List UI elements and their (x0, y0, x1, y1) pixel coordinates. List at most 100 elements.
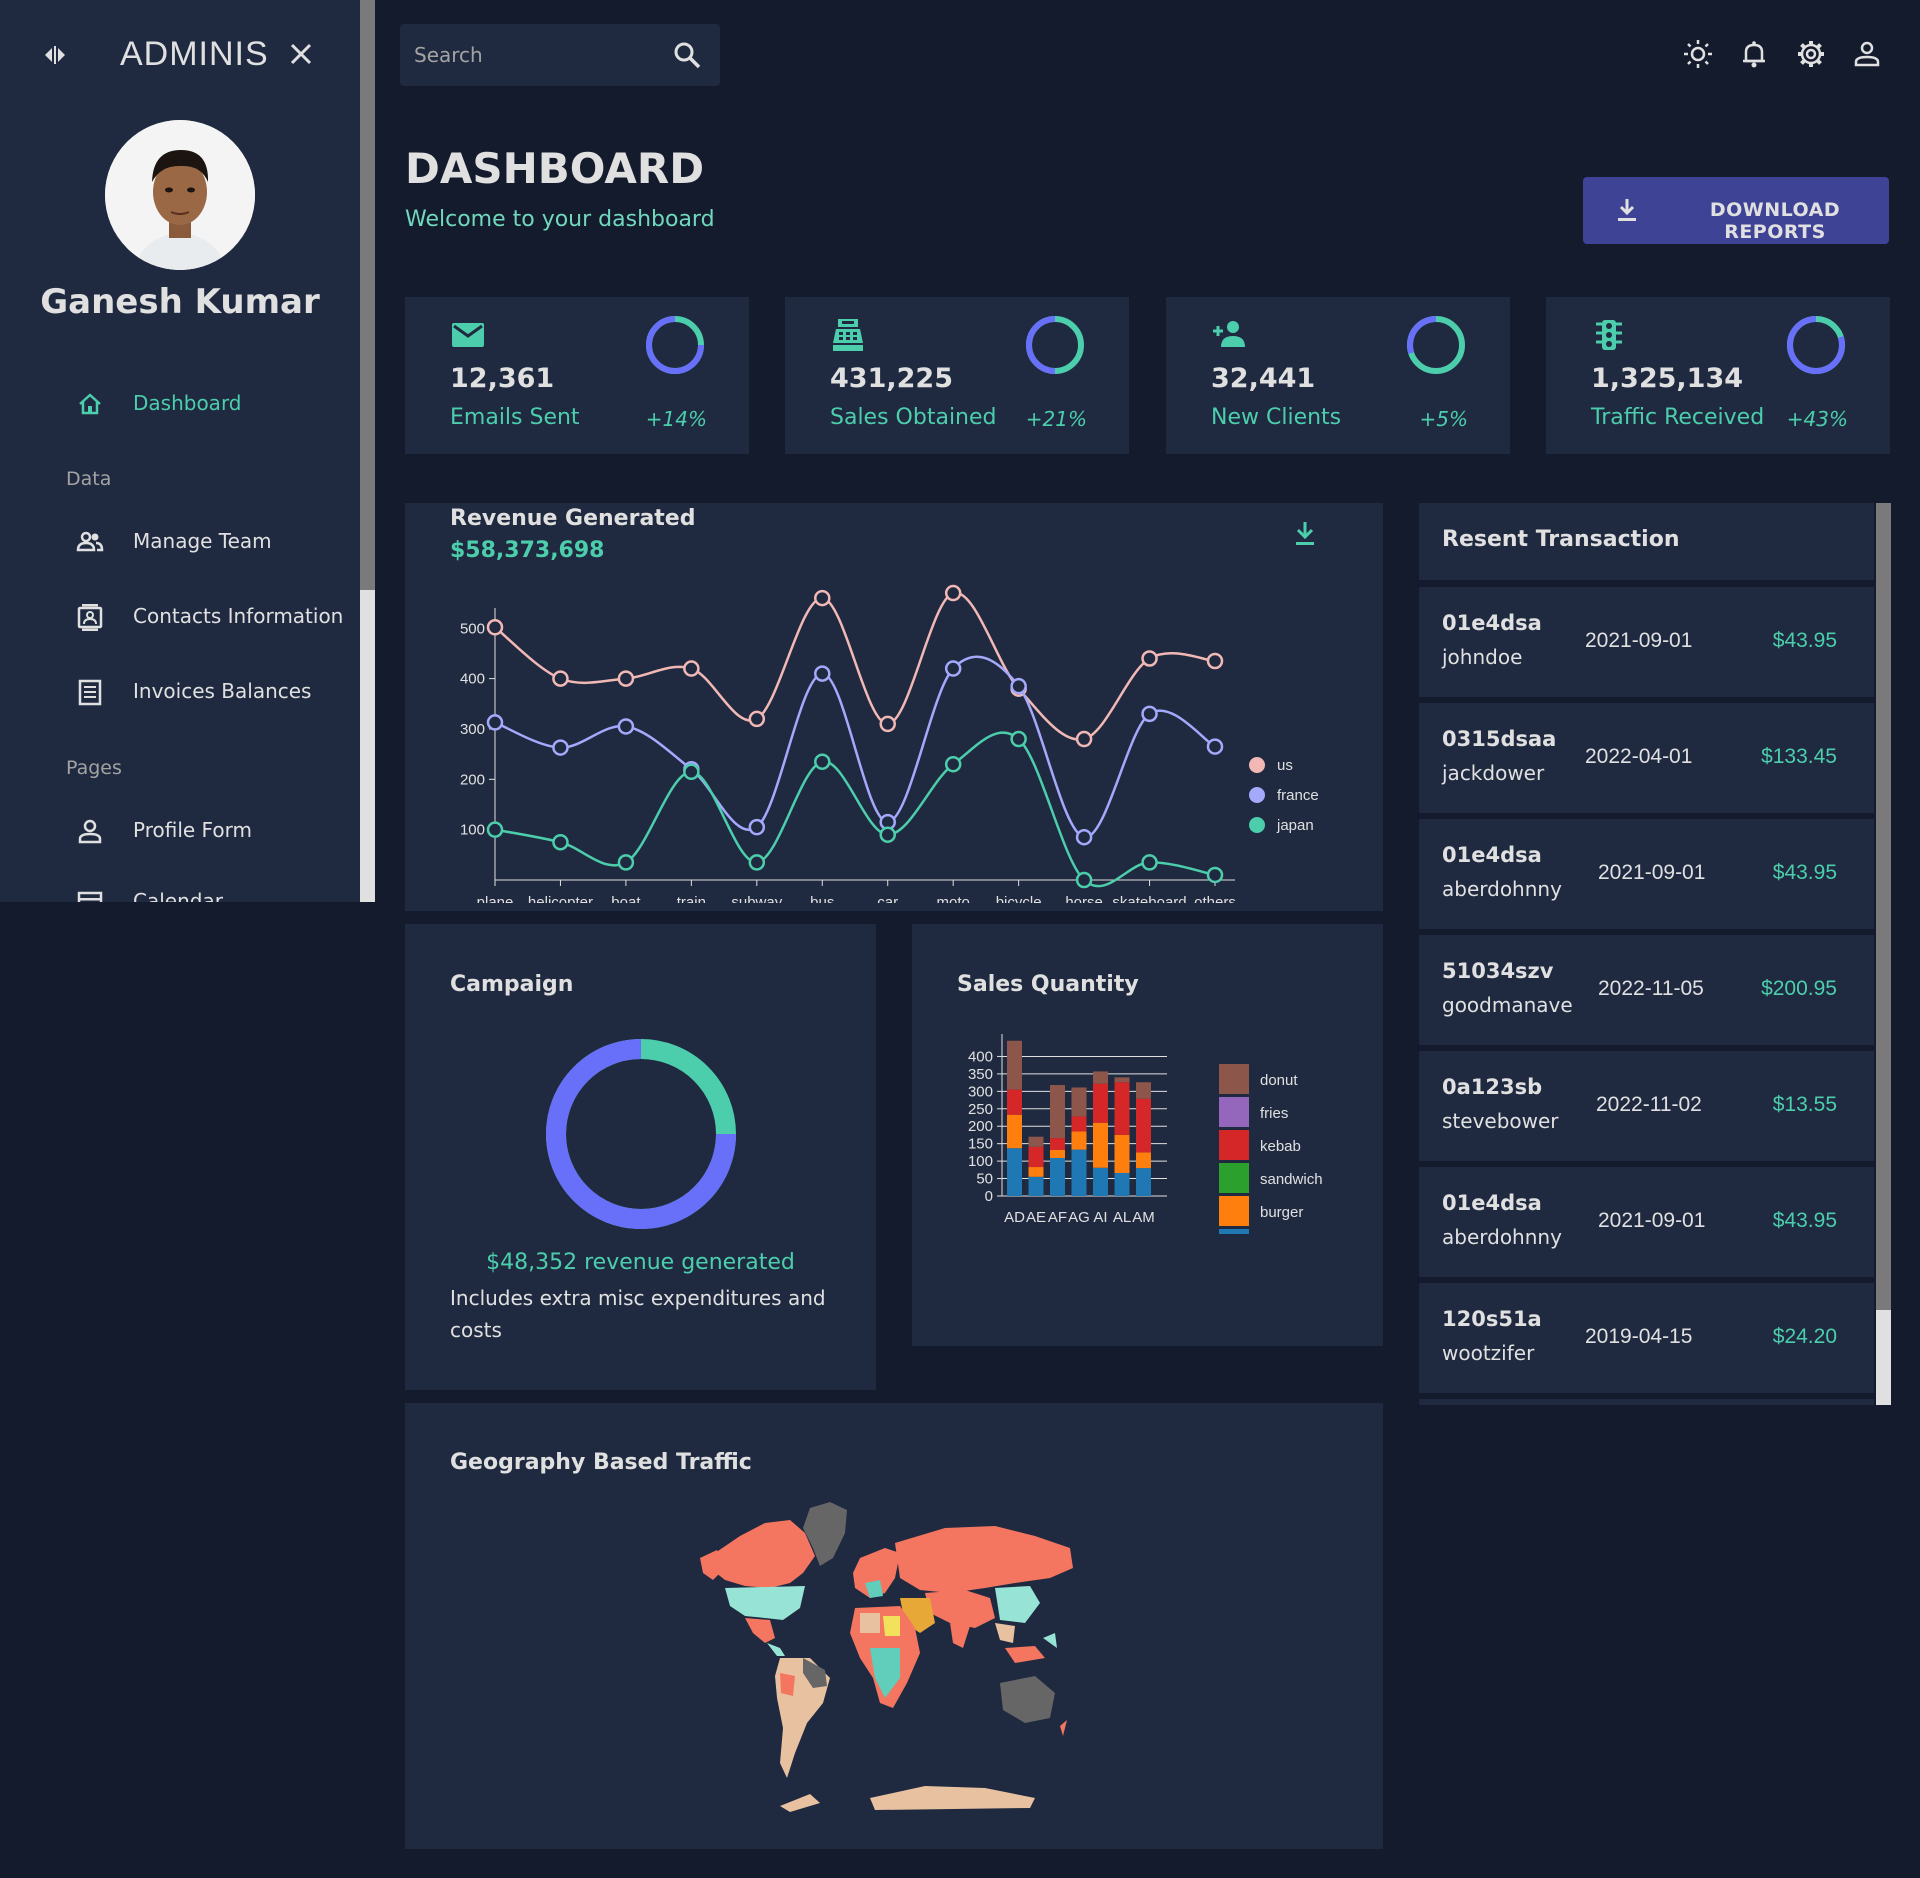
data-point-france (1010, 677, 1027, 695)
transaction-cost: $43.95 (1772, 629, 1837, 652)
data-point-us (552, 670, 569, 687)
data-point-japan (1141, 854, 1158, 871)
data-point-france (1206, 738, 1224, 755)
bar-segment-hot-dog (1028, 1176, 1044, 1196)
transaction-row[interactable]: 0a123sb stevebower 2022-11-02 $13.55 (1419, 1051, 1874, 1161)
legend-label: sandwich (1260, 1171, 1323, 1188)
sales-quantity-title: Sales Quantity (957, 972, 1139, 997)
bar-segment-hot-dog (1136, 1168, 1151, 1196)
sidebar-collapse-icon[interactable] (40, 40, 70, 70)
transactions-scrollbar[interactable] (1876, 503, 1891, 1405)
data-point-us (683, 660, 700, 677)
x-tick-label: moto (937, 894, 970, 903)
search-input[interactable] (414, 38, 654, 72)
sidebar-item-manage-team[interactable]: Manage Team (0, 516, 360, 566)
data-point-france (1075, 828, 1093, 846)
email-icon (452, 323, 484, 347)
data-point-japan (617, 854, 635, 871)
transactions-scrollbar-thumb[interactable] (1876, 503, 1891, 1310)
sidebar-item-dashboard[interactable]: Dashboard (0, 378, 360, 428)
transaction-cost: $43.95 (1772, 1209, 1837, 1232)
x-tick-label: boat (611, 894, 641, 903)
transactions-title: Resent Transaction (1442, 527, 1680, 552)
user-name: Ganesh Kumar (40, 282, 320, 322)
stat-increase: +43% (1786, 407, 1848, 431)
sidebar-item-contacts[interactable]: Contacts Information (0, 591, 360, 641)
data-point-japan (944, 755, 962, 773)
x-tick-label: AI (1093, 1209, 1107, 1226)
notifications-icon[interactable] (1738, 38, 1770, 70)
transaction-cost: $43.95 (1772, 861, 1837, 884)
sidebar-item-label: Manage Team (133, 529, 272, 553)
data-point-france (617, 718, 635, 735)
sidebar-scrollbar-thumb[interactable] (360, 0, 375, 590)
x-tick-label: subway (731, 894, 782, 903)
transaction-user: stevebower (1442, 1109, 1559, 1133)
data-point-us (1075, 730, 1093, 748)
close-icon[interactable] (285, 38, 317, 70)
bar-segment-kebab (1028, 1146, 1044, 1168)
sidebar-brand: ADMINIS (120, 35, 269, 73)
x-tick-label: AD (1004, 1209, 1025, 1226)
download-icon[interactable] (1290, 519, 1320, 549)
user-photo (105, 120, 255, 270)
bar-segment-donut (1114, 1077, 1130, 1083)
settings-icon[interactable] (1795, 38, 1827, 70)
data-point-japan (748, 854, 766, 871)
stat-label: Emails Sent (450, 405, 580, 430)
bar-segment-donut (1050, 1085, 1065, 1139)
campaign-progress-ring (546, 1039, 736, 1229)
sidebar-item-calendar[interactable]: Calendar (0, 876, 360, 902)
sales-quantity-panel: Sales Quantity 0 50 100 150 200 250 300 350 400 A… (912, 924, 1383, 1346)
campaign-note: Includes extra misc expenditures and cos… (450, 1286, 826, 1342)
transaction-row[interactable]: 01e4dsa aberdohnny 2021-09-01 $43.95 (1419, 1167, 1874, 1277)
sidebar-section-data: Data (66, 468, 112, 490)
transaction-row[interactable]: 01e4dsa johndoe 2021-09-01 $43.95 (1419, 587, 1874, 697)
sidebar-item-profile-form[interactable]: Profile Form (0, 805, 360, 855)
data-point-us (879, 715, 896, 733)
stat-label: New Clients (1211, 405, 1342, 430)
data-point-france (944, 660, 962, 677)
campaign-panel: Campaign $48,352 revenue generated Inclu… (405, 924, 876, 1390)
transaction-row[interactable]: 01e4dsa aberdohnny 2021-09-01 $43.95 (1419, 819, 1874, 929)
search-icon[interactable] (672, 40, 702, 70)
transaction-row[interactable]: 120s51a wootzifer 2019-04-15 $24.20 (1419, 1283, 1874, 1393)
stat-value: 12,361 (450, 363, 555, 394)
light-mode-icon[interactable] (1682, 38, 1714, 70)
download-reports-button[interactable]: DOWNLOAD REPORTS (1583, 177, 1889, 244)
y-tick-label: 100 (460, 822, 485, 839)
transaction-user: aberdohnny (1442, 877, 1562, 901)
transaction-date: 2022-04-01 (1585, 745, 1693, 768)
data-point-japan (1075, 871, 1093, 889)
legend-label: burger (1260, 1204, 1303, 1221)
ring-fill (646, 316, 704, 374)
sidebar-item-invoices[interactable]: Invoices Balances (0, 666, 360, 716)
legend-swatch (1219, 1229, 1249, 1234)
data-point-france (486, 714, 504, 731)
bar-segment-hot-dog (1114, 1172, 1130, 1196)
transactions-header: Resent Transaction (1419, 503, 1874, 580)
bar-segment-hot-dog (1050, 1157, 1065, 1196)
legend-swatch (1249, 757, 1265, 773)
transaction-cost: $13.55 (1772, 1093, 1837, 1116)
legend-swatch (1219, 1196, 1249, 1226)
progress-ring (1787, 316, 1845, 374)
ring-fill (1787, 316, 1845, 374)
transaction-id: 01e4dsa (1442, 1191, 1542, 1215)
transaction-id: 120s51a (1442, 1307, 1542, 1331)
transaction-row[interactable]: 0315dsaa jackdower 2022-04-01 $133.45 (1419, 703, 1874, 813)
data-point-japan (814, 753, 831, 770)
revenue-panel: Revenue Generated $58,373,698 100 200 300 4… (405, 503, 1383, 911)
stat-value: 1,325,134 (1591, 363, 1744, 394)
data-point-us (1141, 650, 1158, 667)
transaction-row[interactable]: 51034szv goodmanave 2022-11-05 $200.95 (1419, 935, 1874, 1045)
transaction-id: 0a123sb (1442, 1075, 1543, 1099)
account-icon[interactable] (1851, 38, 1883, 70)
transaction-user: wootzifer (1442, 1341, 1535, 1365)
bar-segment-burger (1028, 1167, 1044, 1177)
sidebar-scrollbar[interactable] (360, 0, 375, 902)
legend-label: france (1277, 787, 1319, 804)
stat-card-clients: 32,441 New Clients +5% (1166, 297, 1510, 454)
series-line-us (494, 591, 1216, 741)
data-point-japan (1010, 730, 1027, 748)
